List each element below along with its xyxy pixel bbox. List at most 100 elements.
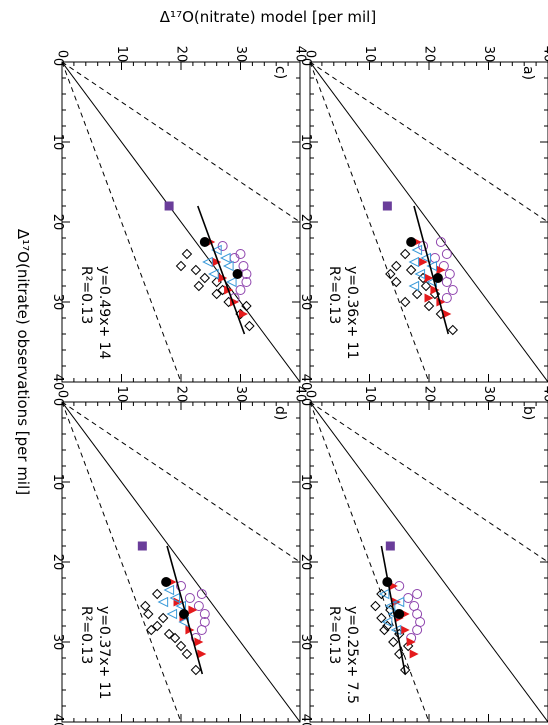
blue-triangle-point — [414, 268, 426, 280]
panel-plot-area — [310, 402, 548, 722]
diamond-point — [181, 248, 193, 260]
diamond-point — [193, 280, 205, 292]
top-axis-label: Δ¹⁷O(nitrate) model [per mil] — [160, 8, 376, 26]
panel-plot-area — [62, 402, 300, 722]
half-line — [310, 402, 430, 722]
obs-tick-label: 10 — [50, 474, 65, 491]
blue-triangle-point — [169, 592, 181, 604]
diamond-point — [411, 288, 423, 300]
blue-triangle-point — [225, 276, 237, 288]
diamond-point — [151, 620, 163, 632]
diamond-point — [391, 260, 402, 272]
diamond-point — [420, 280, 432, 292]
obs-tick-label: 0 — [298, 398, 313, 406]
diamond-point — [423, 300, 435, 312]
model-tick-label: 40 — [293, 386, 308, 403]
red-triangle-point — [400, 625, 410, 635]
fit-line — [380, 545, 406, 675]
red-triangle-point — [430, 285, 440, 295]
panel: 0 10 20 30 40 0 10 20 30 40 b) y=0.25x+ 7.5R²=0.13 — [298, 386, 548, 725]
blue-triangle-point — [378, 588, 390, 600]
filled-circle-point — [394, 609, 405, 619]
model-tick-label: 30 — [233, 46, 248, 63]
left-axis-label: Δ¹⁷O(nitrate) observations [per mil] — [14, 229, 32, 495]
blue-triangle-point — [411, 244, 423, 256]
red-triangle-point — [238, 309, 248, 319]
diamond-point — [388, 636, 399, 648]
blue-triangle-point — [220, 252, 231, 264]
double-line — [62, 402, 300, 563]
diamond-point — [447, 324, 459, 336]
diamond-point — [241, 300, 252, 312]
obs-tick-label: 30 — [50, 294, 65, 311]
obs-tick-label: 40 — [50, 374, 65, 391]
double-line — [62, 62, 300, 223]
obs-tick-label: 40 — [298, 374, 313, 391]
obs-tick-label: 20 — [50, 214, 65, 231]
diamond-point — [140, 600, 151, 612]
diamond-point — [399, 248, 411, 260]
blue-triangle-point — [384, 600, 396, 612]
red-triangle-point — [391, 597, 401, 607]
obs-tick-label: 30 — [298, 634, 313, 651]
panel-label: c) — [272, 66, 288, 79]
diamond-point — [190, 264, 202, 276]
obs-tick-label: 30 — [50, 634, 65, 651]
blue-triangle-point — [208, 268, 219, 280]
blue-triangle-point — [202, 256, 213, 268]
double-line — [310, 62, 548, 223]
diamond-point — [376, 612, 387, 624]
panel-label: a) — [520, 66, 536, 80]
model-tick-label: 30 — [481, 386, 496, 403]
diamond-point — [169, 632, 181, 644]
r-squared: R²=0.13 — [78, 606, 94, 664]
square-point — [385, 541, 395, 551]
fit-equation: y=0.25x+ 7.5 — [344, 606, 360, 704]
one-to-one-line — [62, 62, 300, 382]
blue-triangle-point — [163, 584, 175, 596]
filled-circle-point — [432, 273, 443, 283]
circle-point — [235, 285, 246, 295]
obs-tick-label: 20 — [50, 554, 65, 571]
square-point — [164, 201, 174, 211]
diamond-point — [385, 268, 396, 280]
diamond-point — [190, 664, 202, 676]
circle-point — [412, 589, 423, 599]
model-tick-label: 0 — [303, 390, 318, 398]
obs-tick-label: 10 — [298, 474, 313, 491]
blue-triangle-point — [393, 596, 405, 608]
one-to-one-line — [310, 402, 548, 722]
red-triangle-point — [188, 605, 198, 615]
model-tick-label: 20 — [174, 46, 189, 63]
circle-point — [235, 249, 246, 259]
diamond-point — [175, 260, 187, 272]
red-triangle-point — [436, 265, 446, 275]
obs-tick-label: 40 — [298, 714, 313, 725]
model-tick-label: 20 — [422, 46, 437, 63]
fit-equation: y=0.37x+ 11 — [96, 606, 112, 699]
red-triangle-point — [194, 637, 204, 647]
circle-point — [429, 253, 440, 263]
red-triangle-point — [406, 637, 416, 647]
filled-circle-point — [232, 269, 243, 279]
circle-point — [412, 625, 423, 635]
blue-triangle-point — [420, 252, 432, 264]
obs-tick-label: 0 — [50, 398, 65, 406]
blue-triangle-point — [157, 596, 169, 608]
blue-triangle-point — [211, 244, 222, 256]
diamond-point — [157, 612, 169, 624]
circle-point — [441, 249, 452, 259]
circle-point — [199, 609, 210, 619]
one-to-one-line — [62, 402, 300, 722]
red-triangle-point — [197, 649, 207, 659]
obs-tick-label: 20 — [298, 214, 313, 231]
square-point — [382, 201, 392, 211]
diamond-point — [370, 600, 381, 612]
diamond-point — [382, 620, 393, 632]
model-tick-label: 40 — [541, 46, 548, 63]
fit-line — [413, 205, 450, 335]
obs-tick-label: 40 — [50, 714, 65, 725]
circle-point — [184, 593, 195, 603]
model-tick-label: 30 — [481, 46, 496, 63]
